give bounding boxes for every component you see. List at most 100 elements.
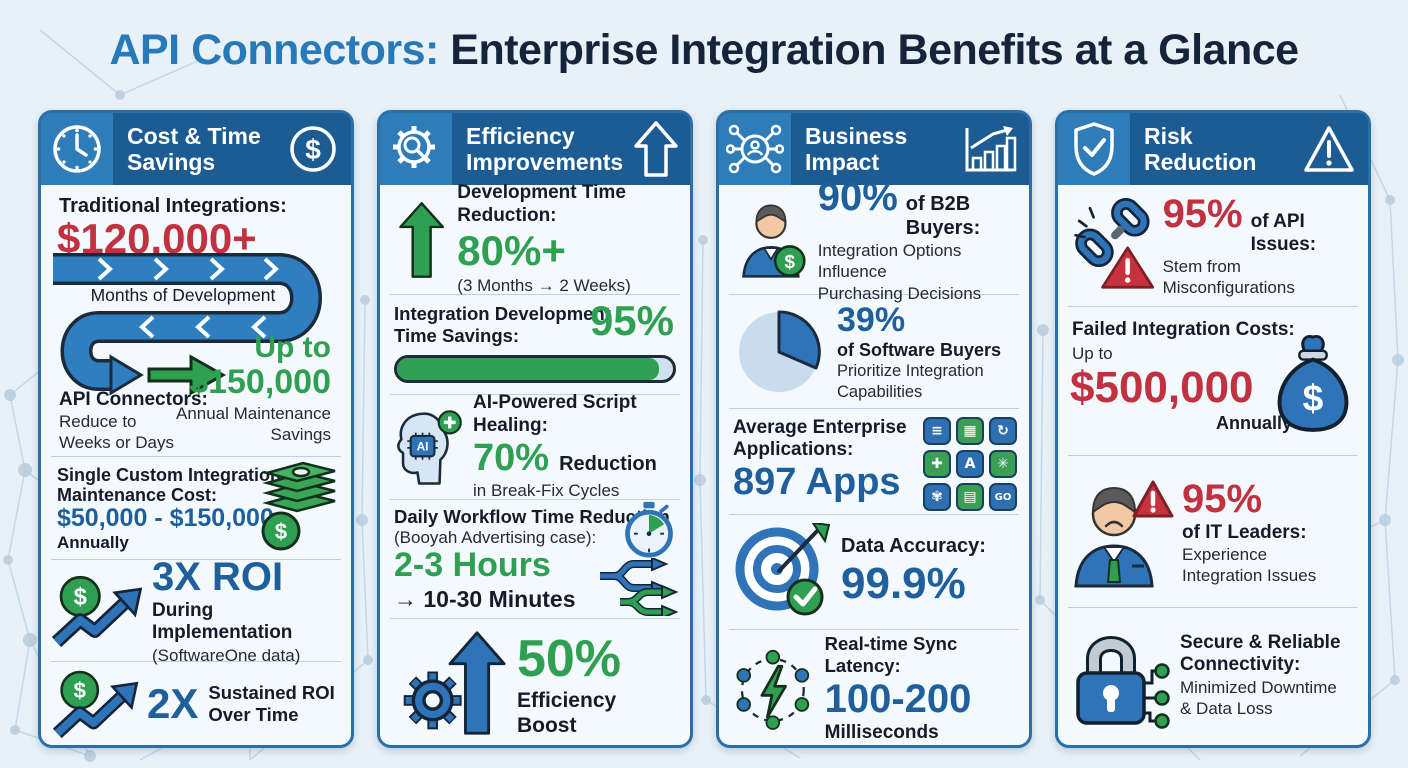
card2-header: Efficiency Improvements	[380, 113, 690, 185]
app-tile-card-icon: ▤	[956, 483, 984, 511]
pie-chart-icon	[739, 309, 821, 392]
latency-value: 100-200	[824, 677, 972, 722]
app-tile-flower-icon: ✾	[923, 483, 951, 511]
roi-arrow-icon: $	[52, 670, 139, 739]
app-grid-icon: ≡ ▦ ↻ ✚ A ✳ ✾ ▤ GO	[923, 417, 1017, 511]
card4-header: Risk Reduction	[1058, 113, 1368, 185]
card1-header: Cost & Time Savings $	[41, 113, 351, 185]
arrow-up-outline-icon	[634, 113, 690, 185]
savings-sub1: Annual Maintenance	[175, 404, 331, 423]
network-icon	[719, 113, 791, 185]
app-tile-plugin-icon: ✚	[923, 450, 951, 478]
money-stack-icon: $	[261, 461, 336, 551]
integration-savings-value: 95%	[589, 297, 674, 344]
progress-bar-fill	[397, 358, 660, 380]
maintenance-value: $50,000 - $150,000	[57, 504, 274, 532]
shield-check-icon	[1058, 113, 1130, 185]
ai-healing-value: 70%	[473, 437, 550, 480]
app-tile-database-icon: ≡	[923, 417, 951, 445]
card4-title: Risk Reduction	[1144, 123, 1257, 175]
daily-workflow-sub: → 10-30 Minutes	[394, 586, 576, 612]
green-up-arrow-icon	[399, 201, 445, 278]
dollar-circle-icon: $	[287, 113, 351, 185]
bar-chart-icon	[963, 113, 1029, 185]
svg-text:$: $	[305, 134, 321, 165]
card1-title: Cost & Time Savings	[127, 123, 261, 175]
lightning-network-icon	[736, 649, 810, 730]
section-maintenance-cost: Single Custom Integration Maintenance Co…	[51, 457, 341, 560]
section-roi-2x: $ 2X Sustained ROI Over Time	[51, 662, 341, 746]
split-arrows-icon	[600, 558, 679, 616]
dev-time-value: 80%+	[457, 227, 566, 275]
page-title-rest: Enterprise Integration Benefits at a Gla…	[450, 26, 1299, 74]
roi-arrow-icon: $	[51, 575, 143, 647]
section-integration-savings: Integration Development Time Savings: 95…	[390, 295, 680, 395]
section-failed-costs: Failed Integration Costs: Up to $500,000…	[1068, 307, 1358, 456]
section-daily-workflow: Daily Workflow Time Reduction (Booyah Ad…	[390, 500, 680, 619]
section-traditional-cost: Traditional Integrations: $120,000+ Mont…	[51, 185, 341, 457]
roi3x-value: 3X ROI	[152, 554, 284, 599]
card2-title: Efficiency Improvements	[466, 123, 624, 175]
svg-text:$: $	[275, 519, 287, 544]
buyers-value: 39%	[837, 300, 906, 339]
green-arrow-icon	[147, 354, 227, 396]
target-check-icon	[735, 523, 831, 616]
winding-path-icon	[53, 253, 322, 396]
section-b2b-buyers: $ 90% of B2B Buyers: Integration Options…	[729, 175, 1019, 303]
api-issues-value: 95%	[1162, 192, 1243, 237]
gear-search-icon	[380, 113, 452, 185]
traditional-label: Traditional Integrations:	[59, 195, 287, 217]
section-efficiency-boost: 50% Efficiency Boost	[390, 619, 680, 748]
failed-costs-value: $500,000	[1070, 363, 1254, 412]
svg-text:$: $	[1303, 376, 1324, 418]
section-api-issues: 95% of API Issues: Stem from Misconfigur…	[1068, 185, 1358, 307]
ai-head-icon: AI	[397, 410, 462, 485]
padlock-circuit-icon	[1076, 635, 1170, 729]
api-sub1: Reduce to	[59, 412, 137, 431]
apps-value: 897 Apps	[733, 461, 901, 503]
api-connectors-label: API Connectors:	[59, 389, 208, 410]
path-label: Months of Development	[90, 285, 276, 305]
card-efficiency-improvements: Efficiency Improvements Development Time…	[377, 110, 693, 748]
warning-triangle-icon	[1302, 113, 1368, 185]
section-data-accuracy: Data Accuracy: 99.9%	[729, 515, 1019, 630]
section-software-buyers: 39% of Software Buyers Prioritize Integr…	[729, 295, 1019, 409]
b2b-value: 90%	[817, 175, 898, 220]
section-connectivity: Secure & Reliable Connectivity: Minimize…	[1068, 608, 1358, 743]
businessman-icon: $	[742, 204, 806, 278]
section-dev-time: Development Time Reduction: 80%+ (3 Mont…	[390, 182, 680, 295]
svg-text:$: $	[785, 250, 796, 271]
broken-chain-icon	[1074, 197, 1155, 289]
svg-text:$: $	[74, 583, 87, 610]
savings-sub2: Savings	[270, 425, 331, 445]
efficiency-boost-value: 50%	[516, 629, 622, 688]
app-tile-asterisk-icon: ✳	[989, 450, 1017, 478]
clock-icon	[41, 113, 113, 185]
progress-bar	[394, 355, 676, 383]
upto-label: Up to	[254, 331, 331, 364]
section-roi-3x: $ 3X ROI During Implementation (Software…	[51, 555, 341, 665]
svg-text:AI: AI	[417, 439, 429, 453]
card3-title: Business Impact	[805, 123, 908, 175]
page-title: API Connectors: Enterprise Integration B…	[0, 26, 1408, 75]
card-risk-reduction: Risk Reduction	[1055, 110, 1371, 748]
section-sync-latency: Real-time Sync Latency: 100-200 Millisec…	[729, 630, 1019, 748]
app-tile-go-icon: GO	[989, 483, 1017, 511]
roi2x-value: 2X	[147, 680, 199, 727]
daily-workflow-value: 2-3 Hours	[394, 546, 551, 584]
savings-value: $150,000	[189, 363, 331, 401]
card-business-impact: Business Impact $ 90%	[716, 110, 1032, 748]
card3-header: Business Impact	[719, 113, 1029, 185]
app-tile-a-icon: A	[956, 450, 984, 478]
section-it-leaders: 95% of IT Leaders: Experience Integratio…	[1068, 456, 1358, 608]
gear-up-arrow-icon	[403, 630, 506, 735]
svg-text:$: $	[73, 678, 86, 703]
app-tile-window-icon: ▦	[956, 417, 984, 445]
api-sub2: Weeks or Days	[59, 433, 174, 452]
app-tile-sync-icon: ↻	[989, 417, 1017, 445]
money-bag-icon: $	[1277, 334, 1349, 432]
stopwatch-icon	[625, 501, 673, 558]
section-enterprise-apps: Average Enterprise Applications: 897 App…	[729, 409, 1019, 515]
section-ai-healing: AI AI-Powered Script Healing: 70% Reduct…	[390, 392, 680, 500]
it-leaders-value: 95%	[1182, 476, 1263, 521]
